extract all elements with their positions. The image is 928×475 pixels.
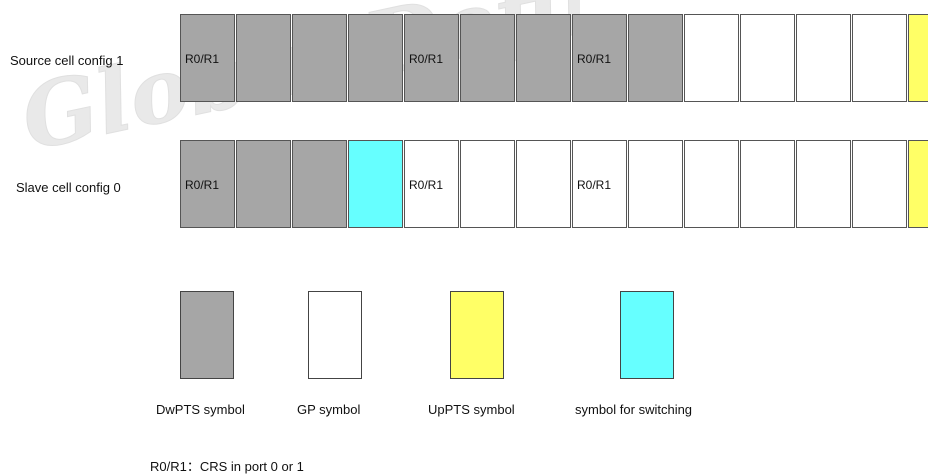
symbol-cell (908, 14, 928, 102)
symbol-cell (348, 14, 403, 102)
symbol-cell (740, 14, 795, 102)
crs-label: R0/R1 (577, 178, 612, 192)
legend-gp-swatch (308, 291, 362, 379)
symbol-cell (908, 140, 928, 228)
symbol-cell (628, 14, 683, 102)
symbol-cell (852, 140, 907, 228)
crs-label: R0/R1 (409, 178, 444, 192)
slave-cell-config-row: R0/R1 R0/R1 R0/R1 (180, 140, 928, 228)
slave-cell-config-label: Slave cell config 0 (16, 180, 121, 195)
source-cell-config-label: Source cell config 1 (10, 53, 124, 68)
symbol-cell (796, 14, 851, 102)
symbol-cell: R0/R1 (180, 140, 235, 228)
symbol-cell (516, 140, 571, 228)
symbol-cell: R0/R1 (404, 14, 459, 102)
symbol-cell: R0/R1 (180, 14, 235, 102)
crs-label: R0/R1 (185, 178, 220, 192)
symbol-cell (796, 140, 851, 228)
symbol-cell (740, 140, 795, 228)
symbol-cell (460, 14, 515, 102)
source-cell-config-row: R0/R1 R0/R1 R0/R1 (180, 14, 928, 102)
symbol-cell (684, 14, 739, 102)
legend-switch-label: symbol for switching (575, 402, 693, 417)
symbol-cell: R0/R1 (572, 140, 627, 228)
legend-switch-swatch (620, 291, 674, 379)
symbol-cell (460, 140, 515, 228)
legend-uppts-swatch (450, 291, 504, 379)
symbol-cell: R0/R1 (572, 14, 627, 102)
crs-label: R0/R1 (185, 52, 220, 66)
symbol-cell (236, 14, 291, 102)
legend-uppts-label: UpPTS symbol (428, 402, 515, 417)
symbol-cell (516, 14, 571, 102)
symbol-cell (236, 140, 291, 228)
crs-label: R0/R1 (409, 52, 444, 66)
legend-gp-label: GP symbol (297, 402, 361, 417)
legend-dwpts-label: DwPTS symbol (156, 402, 245, 417)
symbol-cell (348, 140, 403, 228)
symbol-cell: R0/R1 (404, 140, 459, 228)
symbol-cell (852, 14, 907, 102)
legend-dwpts-swatch (180, 291, 234, 379)
symbol-cell (684, 140, 739, 228)
symbol-cell (628, 140, 683, 228)
crs-note: R0/R1：CRS in port 0 or 1 (150, 459, 304, 474)
symbol-cell (292, 14, 347, 102)
crs-label: R0/R1 (577, 52, 612, 66)
symbol-cell (292, 140, 347, 228)
